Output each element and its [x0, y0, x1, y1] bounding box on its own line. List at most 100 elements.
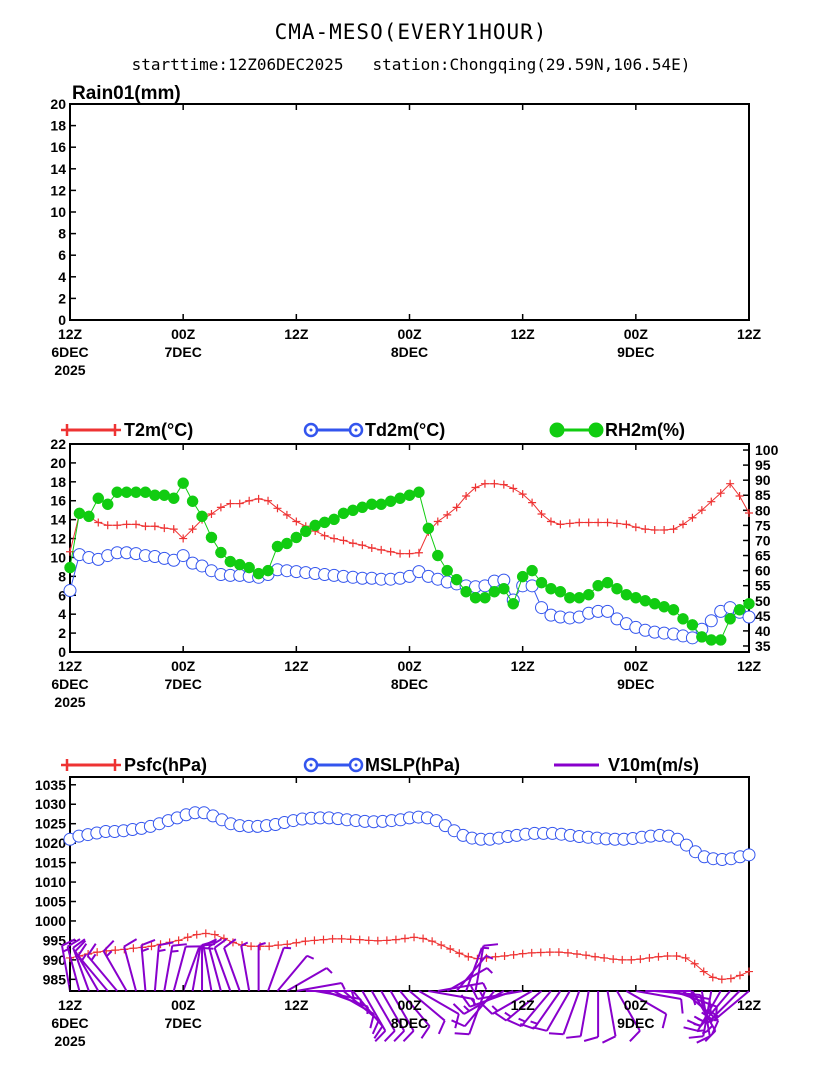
rh2m-point [441, 564, 453, 577]
wind-barb-shaft [191, 945, 202, 992]
mslp-point [671, 832, 685, 846]
t2m-point [636, 955, 645, 964]
t2m-point [282, 510, 291, 519]
wind-barb-flag [451, 1019, 466, 1028]
wind-barb [507, 990, 552, 1028]
legend-marker [588, 422, 604, 438]
t2m-point [292, 517, 301, 526]
rh2m-point [554, 585, 567, 598]
pressure-frame [69, 776, 750, 992]
wind-barb [352, 990, 384, 1039]
x-tick-label: 12Z [511, 326, 536, 342]
t2m-point [537, 509, 546, 518]
wind-barb-flag [373, 1025, 384, 1039]
wind-barb-shaft [123, 946, 137, 992]
rh2m-point [64, 561, 76, 574]
t2m-point [292, 938, 301, 947]
wind-barb [202, 938, 218, 992]
t2m-point [348, 539, 357, 548]
wind-barb-flag [90, 953, 97, 961]
t2m-point [367, 544, 376, 552]
wind-barb-shaft [474, 945, 485, 992]
wind-barb-flag [223, 938, 237, 949]
rh2m-point [215, 546, 227, 559]
t2m-point [669, 525, 678, 534]
wind-barb-flag [123, 938, 138, 948]
t2m-point [536, 948, 545, 957]
wind-barb [408, 990, 446, 1035]
wind-barb [625, 990, 668, 1029]
rh2m-point [733, 604, 746, 616]
y-tick-label: 12 [50, 182, 66, 198]
wind-barb [389, 990, 415, 1042]
wind-barb-flag [491, 1005, 499, 1012]
t2m-point [594, 518, 603, 527]
t2m-point [735, 492, 744, 500]
legend-marker [61, 424, 73, 436]
wind-barb [370, 990, 396, 1042]
wind-barb [267, 946, 292, 992]
t2m-point [641, 525, 650, 534]
wind-barb-flag [629, 1030, 641, 1042]
t2m-point [93, 948, 102, 957]
x-tick-label: 9DEC [617, 676, 654, 692]
x-tick-label: 12Z [511, 658, 536, 674]
t2m-point [188, 525, 197, 534]
rh2m-point [677, 613, 689, 625]
wind-barb [380, 990, 406, 1042]
y-tick-label: 1005 [35, 894, 66, 910]
y2-tick-label: 95 [755, 457, 771, 473]
rh2m-point [611, 582, 623, 595]
wind-barb-flag [141, 939, 156, 947]
t2m-point [688, 513, 697, 522]
legend-marker [109, 759, 121, 771]
wind-barb-flag [102, 940, 115, 952]
wind-barb-shaft [606, 990, 617, 1037]
wind-barb-flag [454, 1013, 460, 1029]
wind-barb-flag [340, 982, 346, 990]
x-tick-label: 00Z [397, 658, 422, 674]
x-tick-label: 12Z [737, 997, 762, 1013]
wind-barb-flag [371, 1020, 380, 1035]
t2m-point [645, 953, 654, 962]
wind-barb-shaft [428, 990, 474, 1000]
t2m-point [301, 937, 310, 946]
t2m-point [745, 967, 753, 976]
wind-barb-flag [479, 990, 485, 999]
t2m-point [330, 534, 339, 543]
rh2m-point [92, 492, 105, 505]
rh2m-point [413, 486, 425, 498]
y-tick-label: 10 [50, 204, 66, 220]
rh2m-point [460, 585, 472, 598]
x-tick-label: 00Z [624, 658, 649, 674]
t2m-point [490, 479, 499, 488]
wind-barb-shaft [505, 990, 543, 1022]
wind-barb-flag [374, 1030, 387, 1042]
wind-barb [153, 941, 174, 992]
y2-tick-label: 70 [755, 532, 771, 548]
t2m-point [147, 942, 156, 951]
t2m-point [254, 494, 263, 503]
wind-barb-shaft [408, 990, 446, 1022]
y2-tick-label: 90 [755, 472, 771, 488]
td2m-point [742, 610, 756, 624]
wind-barb-flag [393, 1030, 405, 1042]
t2m-point [437, 941, 446, 950]
y2-tick-label: 35 [755, 638, 771, 654]
wind-barb-flag [158, 941, 174, 947]
x-tick-label: 00Z [171, 997, 196, 1013]
legend-label: RH2m(%) [605, 420, 685, 440]
wind-barb-shaft [276, 955, 308, 992]
t2m-point [179, 534, 188, 543]
wind-barb-flag [470, 998, 477, 1006]
rh2m-point [243, 561, 255, 574]
wind-barb-shaft [267, 947, 285, 992]
t2m-point [717, 975, 726, 984]
rain-title: Rain01(mm) [72, 83, 181, 104]
wind-barb-shaft [520, 990, 552, 1027]
wind-barb-flag [141, 947, 150, 953]
wind-barb-flag [519, 1022, 535, 1030]
wind-barb-shaft [223, 947, 241, 992]
wind-barb-shaft [86, 955, 118, 992]
